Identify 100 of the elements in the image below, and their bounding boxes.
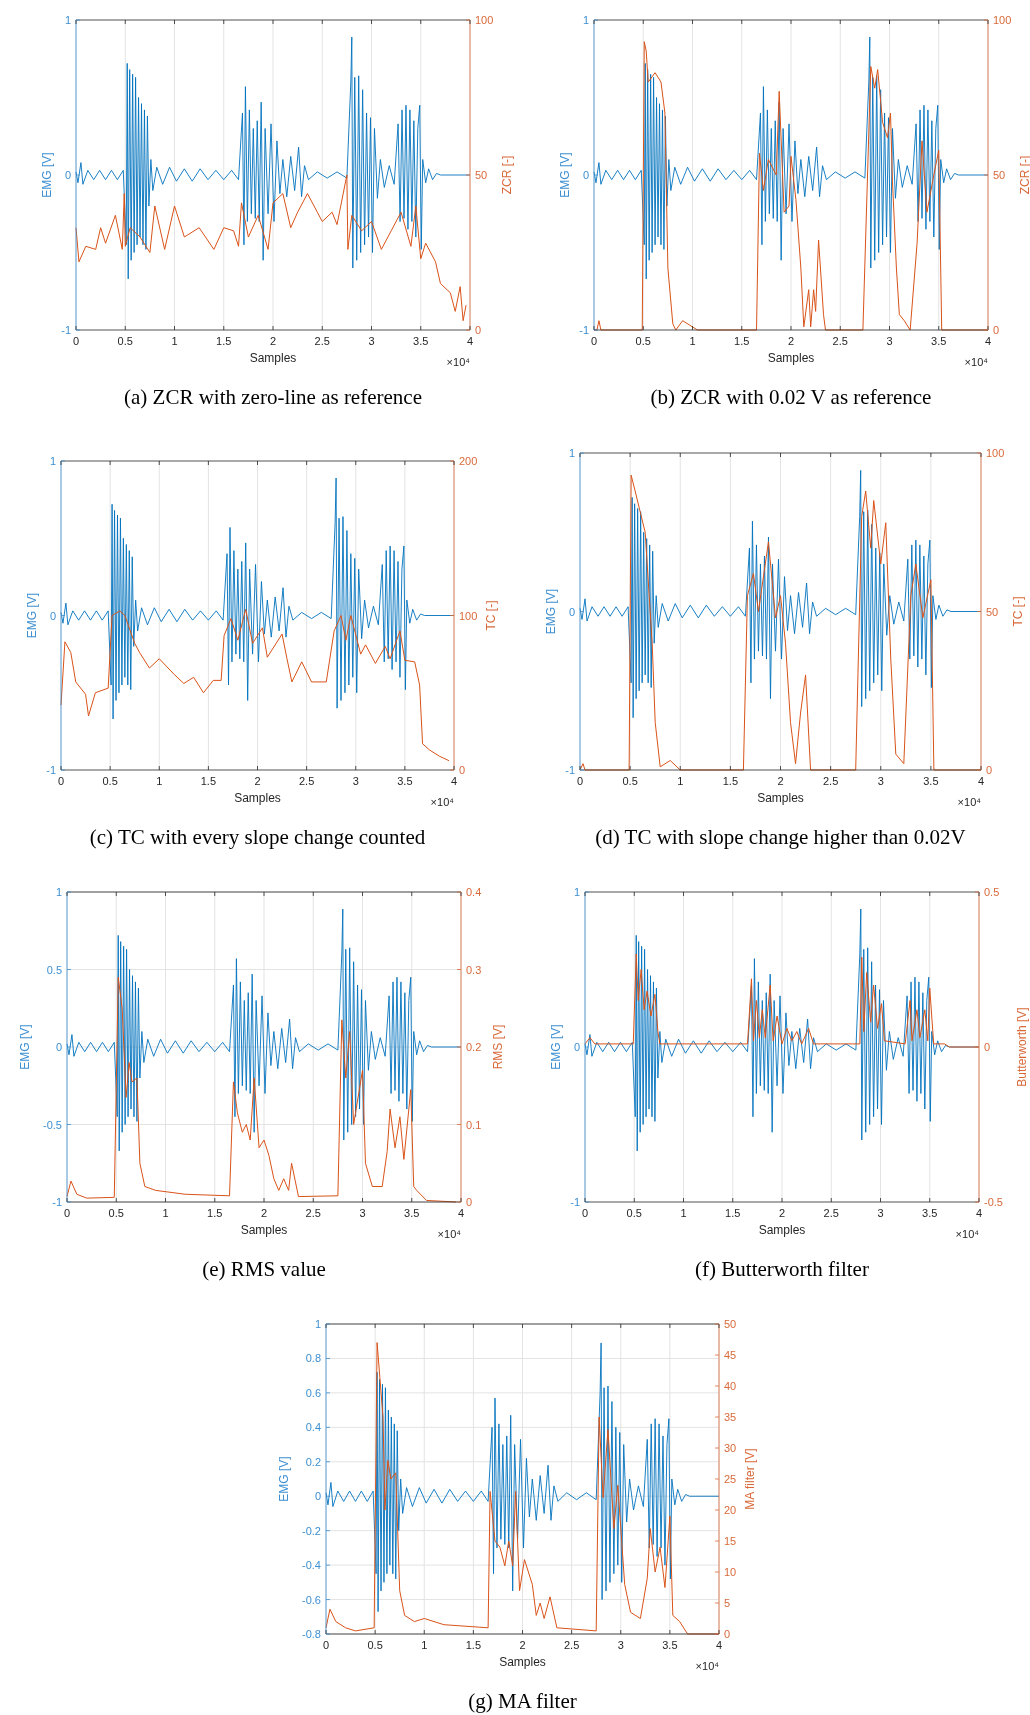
x-tick-label: 3 bbox=[617, 1639, 624, 1651]
text: ×10⁴ bbox=[957, 796, 982, 808]
x-tick-label: 0.5 bbox=[367, 1639, 383, 1651]
y2-tick-label: 0 bbox=[724, 1628, 731, 1640]
x-tick-label: 0.5 bbox=[635, 335, 651, 347]
y2-tick-label: 0 bbox=[475, 324, 482, 336]
x-tick-label: 1 bbox=[677, 775, 684, 787]
x-tick-label: 1.5 bbox=[465, 1639, 482, 1651]
x-axis-title: Samples bbox=[234, 791, 281, 805]
x-tick-label: 1 bbox=[680, 1207, 687, 1219]
y2-tick-label: 100 bbox=[459, 609, 478, 622]
y-tick-label: 1 bbox=[582, 14, 589, 26]
x-tick-label: 2.5 bbox=[832, 335, 848, 347]
text: (a) ZCR with zero-line as reference bbox=[124, 385, 422, 409]
x-tick-label: 2.5 bbox=[298, 775, 315, 787]
y-tick-label: -1 bbox=[579, 324, 589, 336]
y-axis-title: EMG [V] bbox=[549, 1024, 563, 1070]
x-tick-label: 1.5 bbox=[725, 1207, 741, 1219]
y-tick-label: 0.8 bbox=[305, 1352, 321, 1365]
x-tick-label: 1.5 bbox=[722, 775, 739, 787]
x-tick-label: 0.5 bbox=[626, 1207, 642, 1219]
x-tick-label: 1.5 bbox=[200, 775, 217, 787]
y2-tick-label: 100 bbox=[475, 14, 494, 26]
x-tick-label: 0 bbox=[72, 335, 80, 347]
y-tick-label: -0.2 bbox=[302, 1524, 321, 1537]
y2-tick-label: 200 bbox=[459, 455, 478, 467]
x-axis-title: Samples bbox=[767, 351, 815, 365]
x-tick-label: 2 bbox=[787, 335, 795, 347]
x-tick-label: 2 bbox=[260, 1207, 268, 1219]
x-tick-label: 3 bbox=[886, 335, 893, 347]
x-tick-label: 1.5 bbox=[734, 335, 750, 347]
text: ×10⁴ bbox=[437, 1228, 462, 1240]
y-tick-label: 1 bbox=[568, 447, 575, 459]
y2-tick-label: 45 bbox=[724, 1349, 737, 1361]
y-tick-label: 0 bbox=[64, 169, 71, 181]
x-axis-title: Samples bbox=[757, 791, 804, 805]
y-tick-label: -1 bbox=[46, 764, 56, 776]
x-tick-label: 1.5 bbox=[207, 1207, 223, 1219]
x-tick-label: 0 bbox=[322, 1639, 330, 1651]
text: ×10⁴ bbox=[446, 356, 471, 368]
x-axis-title: Samples bbox=[240, 1223, 288, 1237]
y-tick-label: 1 bbox=[55, 886, 62, 898]
x-tick-label: 3.5 bbox=[404, 1207, 420, 1219]
x-tick-label: 2 bbox=[778, 1207, 786, 1219]
x-tick-label: 2 bbox=[519, 1639, 526, 1651]
x-tick-label: 1 bbox=[156, 775, 163, 787]
y-tick-label: -1 bbox=[570, 1196, 580, 1208]
y-tick-label: 1 bbox=[573, 886, 580, 898]
text: ×10⁴ bbox=[695, 1660, 720, 1672]
x-tick-label: 2 bbox=[777, 775, 784, 787]
y2-tick-label: 5 bbox=[724, 1597, 731, 1609]
y2-tick-label: -0.5 bbox=[984, 1196, 1003, 1208]
y2-tick-label: 35 bbox=[724, 1411, 737, 1423]
y2-tick-label: 25 bbox=[724, 1473, 737, 1485]
y-axis-title: EMG [V] bbox=[277, 1456, 291, 1502]
y-axis-title: EMG [V] bbox=[544, 588, 558, 635]
text: ×10⁴ bbox=[430, 796, 455, 808]
y-tick-label: -1 bbox=[52, 1196, 62, 1208]
x-tick-label: 3.5 bbox=[923, 775, 939, 787]
text: (g) MA filter bbox=[468, 1689, 577, 1713]
y-axis-title: EMG [V] bbox=[40, 152, 54, 198]
y2-axis-title: Butterworth [V] bbox=[1015, 1007, 1030, 1087]
x-tick-label: 2.5 bbox=[823, 1207, 839, 1219]
y2-tick-label: 0 bbox=[986, 764, 993, 776]
y-tick-label: -0.6 bbox=[302, 1593, 321, 1606]
y2-tick-label: 50 bbox=[724, 1318, 737, 1330]
y-tick-label: 0.5 bbox=[46, 963, 62, 976]
text: (d) TC with slope change higher than 0.02V bbox=[595, 825, 966, 849]
x-tick-label: 3.5 bbox=[931, 335, 947, 347]
x-tick-label: 1 bbox=[689, 335, 696, 347]
y2-tick-label: 0 bbox=[466, 1196, 473, 1208]
y-axis-title: EMG [V] bbox=[558, 152, 572, 198]
y2-tick-label: 0 bbox=[459, 764, 466, 776]
text: (e) RMS value bbox=[202, 1257, 326, 1281]
x-axis-title: Samples bbox=[499, 1655, 546, 1669]
x-tick-label: 2 bbox=[269, 335, 277, 347]
y-tick-label: -0.5 bbox=[43, 1118, 62, 1131]
y2-tick-label: 40 bbox=[724, 1380, 737, 1392]
y-tick-label: 1 bbox=[49, 455, 56, 467]
y-tick-label: 0 bbox=[49, 609, 56, 622]
x-tick-label: 3 bbox=[368, 335, 375, 347]
x-tick-label: 4 bbox=[457, 1207, 465, 1219]
y2-tick-label: 50 bbox=[993, 169, 1006, 181]
x-tick-label: 1 bbox=[171, 335, 178, 347]
x-axis-title: Samples bbox=[758, 1223, 806, 1237]
y-tick-label: 0 bbox=[314, 1490, 321, 1503]
x-tick-label: 0.5 bbox=[102, 775, 118, 787]
x-tick-label: 3.5 bbox=[662, 1639, 678, 1651]
x-tick-label: 1.5 bbox=[216, 335, 232, 347]
x-tick-label: 1 bbox=[421, 1639, 428, 1651]
text: (b) ZCR with 0.02 V as reference bbox=[650, 385, 932, 409]
y2-tick-label: 0 bbox=[984, 1041, 991, 1053]
y2-tick-label: 100 bbox=[993, 14, 1012, 26]
y-tick-label: 1 bbox=[64, 14, 71, 26]
x-tick-label: 3 bbox=[877, 1207, 884, 1219]
x-tick-label: 4 bbox=[715, 1639, 723, 1651]
y2-axis-title: RMS [V] bbox=[490, 1024, 505, 1070]
y2-tick-label: 0 bbox=[993, 324, 1000, 336]
text: (c) TC with every slope change counted bbox=[89, 825, 426, 849]
y2-axis-title: ZCR [-] bbox=[499, 155, 514, 195]
